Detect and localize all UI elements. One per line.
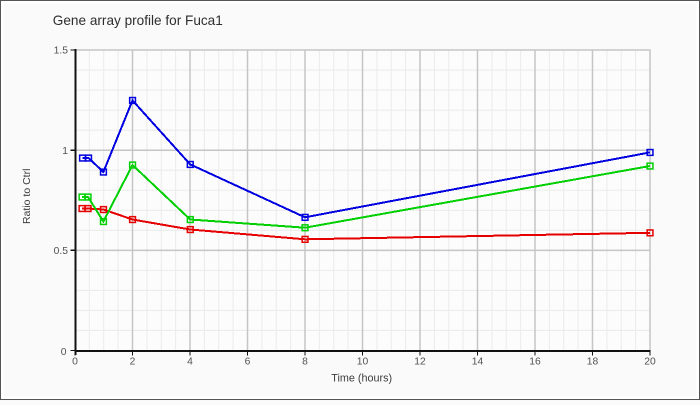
svg-text:16: 16 xyxy=(529,357,541,368)
svg-text:10: 10 xyxy=(357,357,369,368)
svg-text:2: 2 xyxy=(130,357,136,368)
svg-text:0: 0 xyxy=(72,357,78,368)
svg-text:6: 6 xyxy=(245,357,251,368)
svg-text:1.5: 1.5 xyxy=(54,46,69,57)
svg-text:8: 8 xyxy=(302,357,308,368)
svg-text:14: 14 xyxy=(472,357,484,368)
svg-text:20: 20 xyxy=(644,357,656,368)
svg-text:1: 1 xyxy=(62,146,68,157)
svg-text:18: 18 xyxy=(587,357,599,368)
svg-text:12: 12 xyxy=(414,357,426,368)
svg-text:4: 4 xyxy=(187,357,193,368)
svg-text:Ratio to Ctrl: Ratio to Ctrl xyxy=(21,169,33,224)
svg-text:0.5: 0.5 xyxy=(54,246,69,257)
svg-text:0: 0 xyxy=(61,347,67,358)
svg-text:Time (hours): Time (hours) xyxy=(331,373,392,385)
svg-text:Gene array profile for Fuca1: Gene array profile for Fuca1 xyxy=(53,13,223,28)
